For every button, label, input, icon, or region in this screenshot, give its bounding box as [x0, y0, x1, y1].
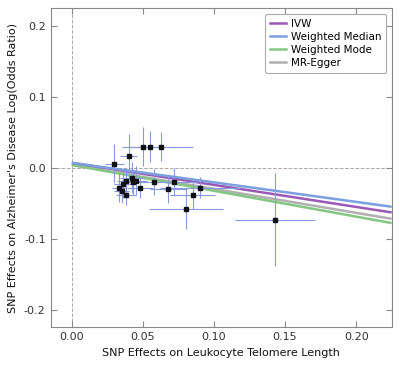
Y-axis label: SNP Effects on Alzheimer's Disease Log(Odds Ratio): SNP Effects on Alzheimer's Disease Log(O… — [8, 23, 18, 313]
X-axis label: SNP Effects on Leukocyte Telomere Length: SNP Effects on Leukocyte Telomere Length — [102, 348, 340, 358]
Legend: IVW, Weighted Median, Weighted Mode, MR-Egger: IVW, Weighted Median, Weighted Mode, MR-… — [265, 14, 386, 73]
